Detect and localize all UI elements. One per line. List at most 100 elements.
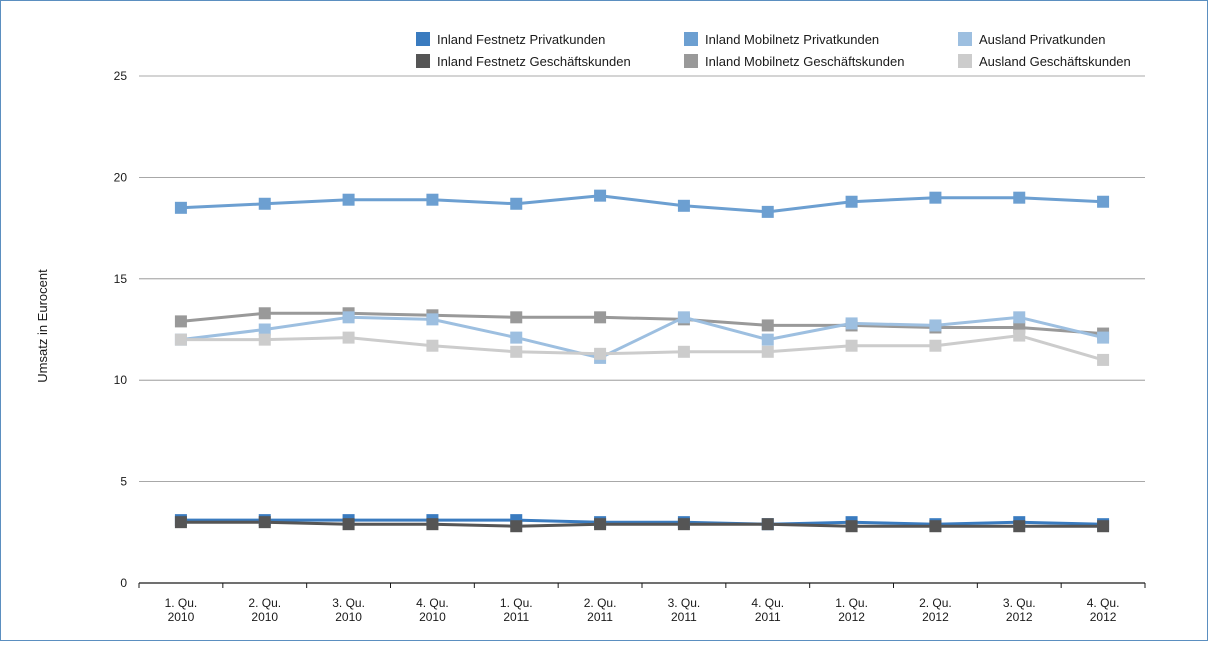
data-point [845,339,858,352]
data-point [258,333,271,346]
data-point [845,520,858,533]
legend-item: Inland Festnetz Geschäftskunden [416,54,631,69]
data-point [845,195,858,208]
data-point [929,191,942,204]
series-line-1 [180,518,1104,526]
data-point [174,201,187,214]
data-point [426,193,439,206]
x-tick-label: 1. Qu. 2011 [500,596,533,624]
data-point [929,339,942,352]
series-line-2 [180,520,1104,528]
x-tick-label: 2. Qu. 2012 [919,596,952,624]
data-point [929,319,942,332]
data-point [342,518,355,531]
legend-label: Inland Mobilnetz Privatkunden [705,32,879,47]
data-point [1013,520,1026,533]
data-point [761,333,774,346]
data-point [594,347,607,360]
legend-item: Ausland Geschäftskunden [958,54,1131,69]
x-tick-label: 3. Qu. 2011 [668,596,701,624]
data-point [258,323,271,336]
axes: 0 5 10 15 20 25 1. Qu. 2010 2. Qu. 2010 3. Qu. 2010… [114,69,1146,624]
data-point [1097,195,1110,208]
data-point [677,311,690,324]
y-tick-label: 5 [120,475,127,489]
legend-swatch [416,32,430,46]
data-point [761,319,774,332]
data-point [677,199,690,212]
data-point [426,339,439,352]
series-line-5 [180,315,1104,360]
legend-item: Inland Festnetz Privatkunden [416,32,605,47]
data-point [761,345,774,358]
data-point [761,518,774,531]
data-point [1097,353,1110,366]
x-tick-label: 1. Qu. 2010 [165,596,198,624]
x-tick-label: 1. Qu. 2012 [835,596,868,624]
data-point [1097,331,1110,344]
legend-label: Ausland Geschäftskunden [979,54,1131,69]
series-markers [174,189,1110,533]
y-tick-label: 0 [120,576,127,590]
legend-swatch [416,54,430,68]
data-point [426,313,439,326]
legend-swatch [684,54,698,68]
legend-item: Inland Mobilnetz Privatkunden [684,32,879,47]
data-point [594,189,607,202]
data-point [677,518,690,531]
data-point [929,520,942,533]
x-tick-label: 2. Qu. 2010 [248,596,281,624]
grid-lines [139,75,1145,483]
x-tick-label: 3. Qu. 2010 [332,596,365,624]
data-point [510,197,523,210]
data-point [174,516,187,529]
data-point [761,205,774,218]
data-point [342,311,355,324]
data-point [258,516,271,529]
data-point [510,345,523,358]
x-tick-label: 2. Qu. 2011 [584,596,617,624]
series-line-4 [180,311,1104,336]
x-tick-label: 4. Qu. 2012 [1087,596,1120,624]
data-point [342,331,355,344]
legend-swatch [684,32,698,46]
legend-label: Inland Mobilnetz Geschäftskunden [705,54,904,69]
y-axis-title: Umsatz in Eurocent [35,269,50,383]
data-point [510,331,523,344]
legend-swatch [958,32,972,46]
data-point [594,518,607,531]
data-point [258,197,271,210]
y-tick-label: 10 [114,373,128,387]
data-point [845,317,858,330]
data-point [510,311,523,324]
data-point [174,333,187,346]
legend-item: Inland Mobilnetz Geschäftskunden [684,54,904,69]
series-line-6 [180,334,1104,362]
data-point [1013,311,1026,324]
legend-label: Ausland Privatkunden [979,32,1105,47]
data-point [1013,191,1026,204]
y-tick-label: 25 [114,69,128,83]
x-tick-label: 4. Qu. 2010 [416,596,449,624]
x-tick-label: 4. Qu. 2011 [751,596,784,624]
y-tick-label: 20 [114,170,128,184]
data-point [258,307,271,320]
data-point [594,311,607,324]
x-tick-label: 3. Qu. 2012 [1003,596,1036,624]
data-point [426,518,439,531]
series-line-3 [180,194,1104,214]
data-point [1097,520,1110,533]
series-lines [180,194,1104,528]
data-point [510,520,523,533]
legend-label: Inland Festnetz Privatkunden [437,32,605,47]
data-point [342,193,355,206]
legend-swatch [958,54,972,68]
legend-label: Inland Festnetz Geschäftskunden [437,54,631,69]
legend-item: Ausland Privatkunden [958,32,1105,47]
legend: Inland Festnetz Privatkunden Inland Mobil… [416,32,1131,69]
data-point [677,345,690,358]
data-point [174,315,187,328]
data-point [1013,329,1026,342]
